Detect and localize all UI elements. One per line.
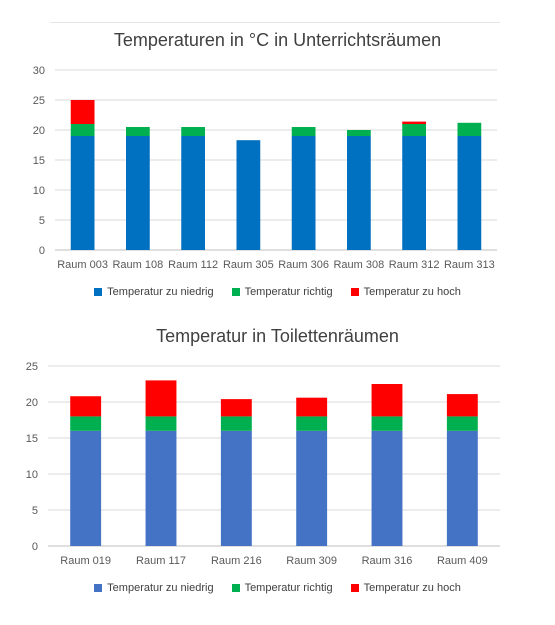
x-tick-label: Raum 019 <box>60 555 111 567</box>
legend-swatch <box>231 288 240 296</box>
bar-segment <box>125 127 150 136</box>
bar-segment <box>371 416 403 431</box>
y-tick-label: 0 <box>39 245 45 257</box>
bar-segment <box>70 136 95 250</box>
x-tick-label: Raum 306 <box>278 259 329 271</box>
x-tick-label: Raum 308 <box>333 259 384 271</box>
x-tick-label: Raum 108 <box>112 259 163 271</box>
legend-item: Temperatur zu niedrig <box>94 286 214 298</box>
y-tick-label: 20 <box>33 125 45 137</box>
bar-segment <box>236 140 261 250</box>
legend-item: Temperatur richtig <box>231 286 333 298</box>
legend-swatch <box>94 288 103 296</box>
bar-segment <box>70 100 95 124</box>
bar-segment <box>402 124 427 136</box>
bar-segment <box>70 124 95 136</box>
x-tick-label: Raum 216 <box>211 555 262 567</box>
bar-segment <box>181 136 206 250</box>
bar-segment <box>291 136 316 250</box>
bar-segment <box>346 136 371 250</box>
legend-label: Temperatur richtig <box>244 582 333 594</box>
chart-title: Temperaturen in °C in Unterrichtsräumen <box>113 30 442 50</box>
x-tick-label: Raum 316 <box>362 555 413 567</box>
legend-swatch <box>94 584 103 592</box>
bar-segment <box>346 130 371 136</box>
classroom-chart-plot: 0 5 10 15 20 25 30 Raum 003 Raum 108 Raum 112 Raum… <box>33 65 497 271</box>
legend-item: Temperatur zu hoch <box>350 286 461 298</box>
bar-segment <box>296 430 328 546</box>
x-tick-label: Raum 312 <box>389 259 440 271</box>
y-tick-label: 25 <box>26 361 38 373</box>
bar-segment <box>446 430 478 546</box>
bar-segment <box>145 430 177 546</box>
bar-segment <box>457 136 482 250</box>
legend-item: Temperatur zu hoch <box>350 582 461 594</box>
y-tick-label: 15 <box>26 433 38 445</box>
bar-segment <box>371 384 403 417</box>
y-tick-label: 25 <box>33 95 45 107</box>
legend-label: Temperatur zu niedrig <box>107 286 214 298</box>
bar-segment <box>457 122 482 136</box>
bar-segment <box>296 397 328 417</box>
y-tick-label: 20 <box>26 397 38 409</box>
top-divider <box>50 22 500 23</box>
bar-segment <box>70 430 102 546</box>
legend-label: Temperatur zu niedrig <box>107 582 214 594</box>
y-tick-label: 10 <box>33 185 45 197</box>
y-tick-label: 15 <box>33 155 45 167</box>
bar-segment <box>145 380 177 417</box>
bar-segment <box>70 416 102 431</box>
classroom-temperature-chart: Temperaturen in °C in Unterrichtsräumen … <box>0 0 555 310</box>
bar-segment <box>220 430 252 546</box>
y-tick-label: 5 <box>39 215 45 227</box>
x-tick-label: Raum 313 <box>444 259 495 271</box>
bar-segment <box>220 416 252 431</box>
legend-item: Temperatur richtig <box>231 582 333 594</box>
legend-label: Temperatur zu hoch <box>363 286 461 298</box>
legend-swatch <box>231 584 240 592</box>
bar-segment <box>145 416 177 431</box>
bar-segment <box>446 416 478 431</box>
bar-segment <box>125 136 150 250</box>
bar-segment <box>446 394 478 417</box>
legend-item: Temperatur zu niedrig <box>94 582 214 594</box>
chart-legend: Temperatur zu niedrig Temperatur richtig T… <box>0 582 555 594</box>
bar-segment <box>220 399 252 417</box>
y-tick-label: 10 <box>26 469 38 481</box>
x-tick-label: Raum 305 <box>223 259 274 271</box>
bar-segment <box>70 396 102 417</box>
y-tick-label: 5 <box>32 505 38 517</box>
toilet-chart-plot: 0 5 10 15 20 25 Raum 019 Raum 117 Raum 216 Raum 3… <box>26 361 500 567</box>
legend-label: Temperatur zu hoch <box>363 582 461 594</box>
x-tick-label: Raum 409 <box>437 555 488 567</box>
bar-segment <box>402 121 427 124</box>
x-tick-label: Raum 112 <box>168 259 218 271</box>
legend-swatch <box>350 288 359 296</box>
x-tick-label: Raum 117 <box>136 555 186 567</box>
legend-swatch <box>350 584 359 592</box>
x-tick-label: Raum 003 <box>57 259 108 271</box>
chart-title: Temperatur in Toilettenräumen <box>156 326 399 346</box>
bar-segment <box>296 416 328 431</box>
chart-legend: Temperatur zu niedrig Temperatur richtig T… <box>0 286 555 298</box>
x-tick-label: Raum 309 <box>286 555 337 567</box>
bar-segment <box>371 430 403 546</box>
bar-segment <box>291 127 316 136</box>
legend-label: Temperatur richtig <box>244 286 333 298</box>
y-tick-label: 30 <box>33 65 45 77</box>
bar-segment <box>181 127 206 136</box>
bar-segment <box>402 136 427 250</box>
toilet-temperature-chart: Temperatur in Toilettenräumen 0 5 10 15 20 25… <box>0 318 555 618</box>
y-tick-label: 0 <box>32 541 38 553</box>
